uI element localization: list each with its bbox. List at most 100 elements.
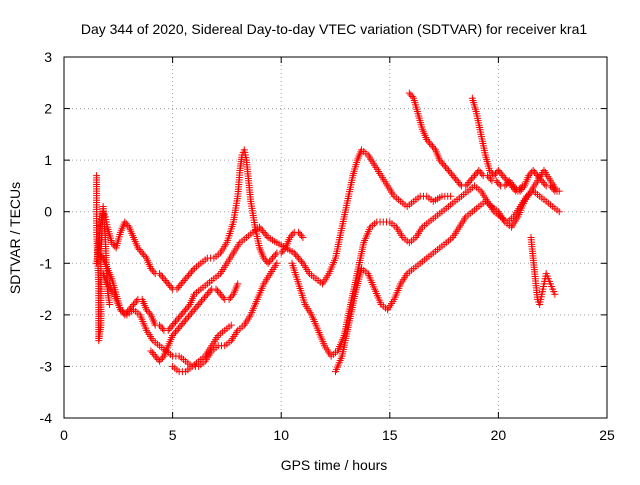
- data-point: [186, 311, 194, 319]
- data-point: [177, 280, 185, 288]
- data-point: [492, 177, 500, 185]
- data-point: [212, 285, 220, 293]
- data-point: [180, 307, 188, 315]
- plot-frame: [63, 56, 608, 419]
- data-point: [215, 289, 223, 297]
- data-point: [269, 254, 277, 262]
- data-point: [148, 266, 156, 274]
- y-tick-label: 3: [44, 49, 52, 65]
- data-point: [456, 180, 464, 188]
- data-point: [533, 172, 541, 180]
- data-point: [135, 246, 143, 254]
- data-point: [443, 165, 451, 173]
- data-point: [427, 141, 435, 149]
- y-tick-label: -2: [40, 307, 53, 323]
- data-point: [170, 319, 178, 327]
- data-point: [476, 168, 484, 176]
- data-point: [200, 294, 208, 302]
- data-point: [187, 309, 195, 317]
- data-point: [143, 306, 151, 314]
- data-point: [516, 187, 524, 195]
- data-point: [158, 325, 166, 333]
- data-point: [532, 170, 540, 178]
- data-point: [203, 290, 211, 298]
- data-point: [179, 278, 187, 286]
- data-point: [189, 266, 197, 274]
- data-point: [462, 182, 470, 190]
- data-point: [109, 240, 117, 248]
- x-tick-label: 5: [169, 427, 177, 443]
- data-points: [93, 89, 563, 376]
- series-track-i: [468, 94, 563, 195]
- data-point: [148, 349, 156, 357]
- data-point: [185, 302, 193, 310]
- y-axis-label: SDTVAR / TECUs: [7, 182, 23, 294]
- data-point: [499, 172, 507, 180]
- data-point: [157, 356, 165, 364]
- data-point: [156, 357, 164, 365]
- data-point: [485, 173, 493, 181]
- data-point: [531, 168, 539, 176]
- data-point: [161, 276, 169, 284]
- series-track-j: [527, 234, 559, 309]
- data-point: [494, 166, 502, 174]
- data-point: [199, 295, 207, 303]
- data-point: [486, 175, 494, 183]
- data-point: [180, 318, 188, 326]
- data-point: [501, 182, 509, 190]
- data-point: [151, 352, 159, 360]
- data-point: [219, 294, 227, 302]
- data-point: [182, 306, 190, 314]
- data-point: [173, 316, 181, 324]
- data-point: [167, 323, 175, 331]
- data-point: [289, 230, 297, 238]
- data-point: [106, 301, 114, 309]
- y-tick-label: 2: [44, 101, 52, 117]
- data-point: [174, 314, 182, 322]
- data-point: [555, 187, 563, 195]
- data-point: [536, 175, 544, 183]
- data-point: [408, 93, 416, 101]
- data-point: [502, 175, 510, 183]
- data-point: [227, 321, 235, 329]
- data-point: [169, 331, 177, 339]
- data-point: [177, 311, 185, 319]
- data-point: [535, 173, 543, 181]
- series-track-d: [147, 280, 242, 365]
- data-point: [446, 168, 454, 176]
- data-point: [122, 220, 130, 228]
- data-point: [486, 166, 494, 174]
- data-point: [144, 307, 152, 315]
- series-track-b: [95, 146, 455, 334]
- grid-lines: [64, 57, 607, 418]
- x-tick-label: 25: [599, 427, 615, 443]
- data-point: [293, 252, 301, 260]
- data-point: [183, 273, 191, 281]
- data-point: [287, 232, 295, 240]
- data-point: [292, 251, 300, 259]
- data-point: [174, 283, 182, 291]
- data-point: [180, 276, 188, 284]
- data-point: [234, 280, 242, 288]
- series-track-e: [169, 321, 235, 376]
- data-point: [507, 182, 515, 190]
- data-point: [449, 172, 457, 180]
- data-point: [108, 239, 116, 247]
- data-point: [519, 184, 527, 192]
- data-point: [160, 275, 168, 283]
- data-point: [196, 299, 204, 307]
- data-point: [453, 177, 461, 185]
- x-axis-label: GPS time / hours: [281, 457, 388, 473]
- x-tick-label: 0: [60, 427, 68, 443]
- data-point: [167, 283, 175, 291]
- data-point: [547, 182, 555, 190]
- data-point: [437, 158, 445, 166]
- data-point: [158, 354, 166, 362]
- data-point: [164, 280, 172, 288]
- data-point: [131, 299, 139, 307]
- data-point: [174, 325, 182, 333]
- data-point: [296, 230, 304, 238]
- data-point: [260, 228, 268, 236]
- data-point: [541, 180, 549, 188]
